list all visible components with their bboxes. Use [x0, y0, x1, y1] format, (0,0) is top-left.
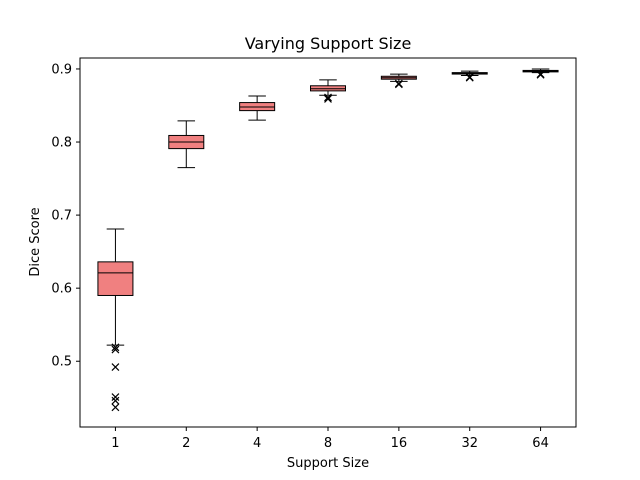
outlier-marker: [324, 93, 332, 102]
outlier-stroke: [111, 396, 120, 405]
outlier-stroke: [394, 80, 403, 89]
x-tick-label: 4: [253, 436, 261, 451]
y-tick-label: 0.6: [51, 282, 72, 297]
outlier-marker: [111, 363, 120, 372]
chart-title: Varying Support Size: [245, 34, 412, 53]
box-4: [239, 95, 276, 121]
plot-frame: [79, 57, 577, 428]
y-tick-label: 0.5: [51, 355, 72, 370]
y-axis-ticks: 0.5 0.6 0.7 0.8 0.9: [51, 62, 80, 370]
outlier-stroke: [324, 93, 332, 102]
x-tick-label: 1: [111, 436, 119, 451]
outlier-stroke: [111, 363, 120, 372]
x-tick-label: 64: [532, 436, 549, 451]
y-tick-label: 0.9: [51, 62, 72, 77]
boxes-group: [97, 68, 559, 412]
y-tick-label: 0.7: [51, 209, 72, 224]
x-axis-ticks: 1 2 4 8 16 32 64: [111, 427, 549, 451]
box-32: [451, 70, 488, 82]
outlier-stroke: [111, 403, 120, 412]
outlier-stroke: [324, 94, 332, 103]
x-tick-label: 16: [391, 436, 408, 451]
outlier-marker: [111, 345, 120, 354]
outlier-stroke: [465, 73, 474, 82]
outlier-stroke: [111, 345, 120, 354]
outlier-marker: [394, 80, 403, 89]
outlier-marker: [465, 73, 474, 82]
box-1: [97, 228, 134, 412]
box-8: [310, 79, 346, 103]
x-axis-label: Support Size: [287, 456, 369, 471]
y-tick-label: 0.8: [51, 136, 72, 151]
outlier-stroke: [111, 343, 120, 352]
x-tick-label: 8: [324, 436, 332, 451]
outlier-marker: [111, 396, 120, 405]
outlier-stroke: [111, 393, 120, 401]
box-iqr: [97, 261, 134, 296]
x-tick-label: 2: [182, 436, 190, 451]
y-axis-label: Dice Score: [28, 207, 43, 276]
outlier-marker: [111, 343, 120, 352]
outlier-marker: [111, 393, 120, 401]
x-tick-label: 32: [461, 436, 478, 451]
outlier-marker: [111, 403, 120, 412]
outlier-marker: [324, 94, 332, 103]
box-16: [380, 73, 417, 89]
box-64: [522, 68, 559, 79]
box-2: [168, 120, 205, 169]
outlier-stroke: [536, 70, 545, 79]
outlier-marker: [536, 70, 545, 79]
